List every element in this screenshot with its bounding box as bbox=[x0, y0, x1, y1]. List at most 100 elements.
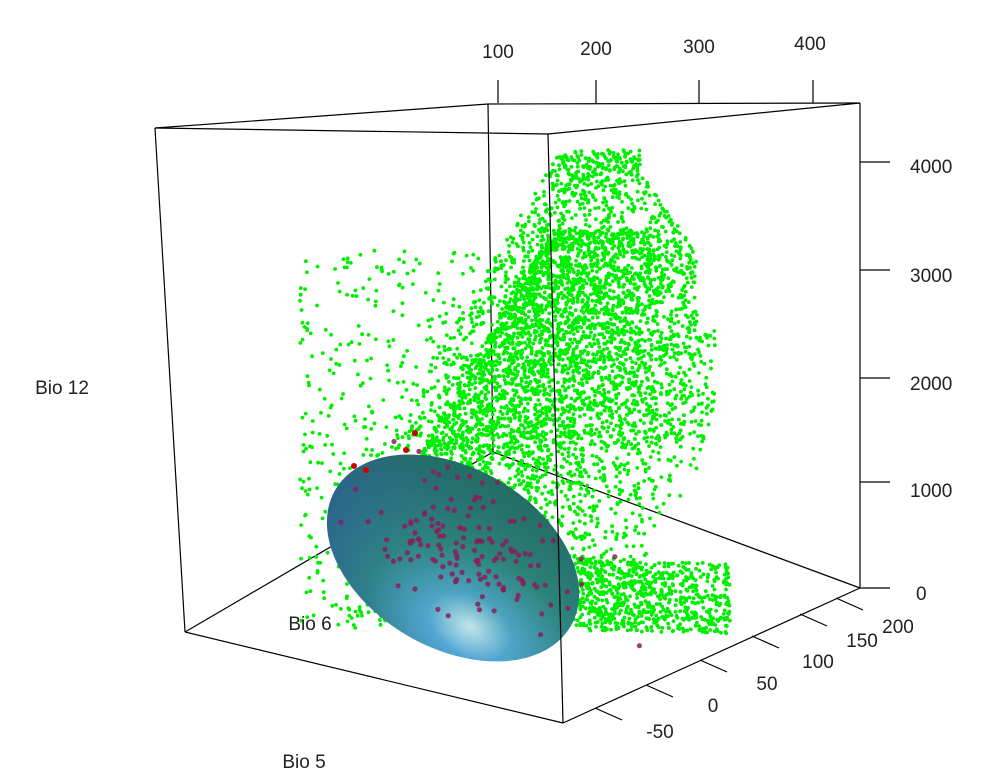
green-point bbox=[307, 487, 312, 492]
green-point bbox=[450, 383, 455, 387]
green-point bbox=[540, 310, 545, 315]
green-point bbox=[329, 332, 333, 337]
green-point bbox=[363, 417, 367, 421]
green-point bbox=[527, 297, 532, 302]
green-point bbox=[648, 516, 652, 521]
green-point bbox=[606, 163, 611, 168]
green-point bbox=[598, 266, 603, 271]
green-point bbox=[339, 607, 343, 611]
green-point bbox=[497, 396, 501, 401]
green-point bbox=[604, 305, 609, 309]
green-point bbox=[556, 449, 561, 454]
green-point bbox=[593, 360, 598, 365]
green-point bbox=[511, 457, 516, 461]
green-point bbox=[701, 391, 705, 396]
green-point bbox=[502, 378, 507, 382]
green-point bbox=[607, 206, 611, 211]
green-point bbox=[587, 341, 592, 346]
green-point bbox=[300, 486, 304, 491]
green-point bbox=[486, 390, 491, 395]
green-point bbox=[484, 340, 488, 345]
green-point bbox=[305, 374, 310, 379]
green-point bbox=[525, 254, 530, 259]
green-point bbox=[479, 360, 484, 365]
green-point bbox=[574, 357, 579, 361]
green-point bbox=[682, 303, 686, 308]
green-point bbox=[618, 576, 623, 581]
green-point bbox=[672, 227, 677, 232]
green-point bbox=[547, 311, 552, 316]
green-point bbox=[383, 442, 387, 446]
green-point bbox=[684, 276, 689, 280]
green-point bbox=[571, 452, 576, 457]
green-point bbox=[587, 505, 592, 510]
green-point bbox=[529, 359, 533, 363]
green-point bbox=[495, 303, 500, 308]
green-point bbox=[508, 419, 513, 424]
green-point bbox=[658, 340, 663, 344]
green-point bbox=[654, 220, 659, 225]
green-point bbox=[592, 508, 597, 513]
green-point bbox=[691, 408, 696, 413]
green-point bbox=[530, 230, 535, 235]
green-point bbox=[473, 380, 478, 385]
green-point bbox=[669, 427, 674, 432]
green-point bbox=[467, 364, 471, 369]
green-point bbox=[492, 408, 497, 413]
green-point bbox=[710, 407, 715, 412]
green-point bbox=[378, 622, 383, 627]
green-point bbox=[577, 492, 582, 497]
green-point bbox=[462, 406, 467, 411]
green-point bbox=[663, 229, 668, 234]
green-point bbox=[473, 305, 478, 310]
green-point bbox=[444, 422, 449, 427]
green-point bbox=[664, 336, 668, 341]
green-point bbox=[431, 339, 436, 344]
green-point bbox=[515, 280, 520, 285]
green-point bbox=[640, 275, 645, 280]
green-point bbox=[534, 353, 539, 358]
green-point bbox=[507, 300, 512, 305]
green-point bbox=[553, 463, 558, 468]
green-point bbox=[555, 178, 560, 183]
green-point bbox=[522, 259, 526, 263]
green-point bbox=[512, 284, 517, 289]
green-point bbox=[637, 363, 642, 368]
green-point bbox=[356, 372, 360, 377]
green-point bbox=[565, 315, 570, 319]
green-point bbox=[668, 479, 673, 483]
green-point bbox=[664, 255, 668, 259]
green-point bbox=[619, 489, 624, 493]
green-point bbox=[361, 453, 366, 457]
green-point bbox=[620, 199, 624, 204]
green-point bbox=[678, 256, 683, 261]
green-point bbox=[570, 242, 575, 247]
green-point bbox=[341, 257, 346, 262]
green-point bbox=[449, 428, 454, 432]
green-point bbox=[629, 326, 633, 331]
green-point bbox=[326, 414, 331, 418]
green-point bbox=[437, 439, 442, 444]
green-point bbox=[640, 360, 644, 365]
green-point bbox=[411, 381, 416, 386]
green-point bbox=[477, 427, 481, 432]
green-point bbox=[615, 159, 619, 164]
green-point bbox=[710, 400, 714, 404]
green-point bbox=[494, 359, 499, 364]
green-point bbox=[602, 254, 607, 259]
green-point bbox=[354, 294, 359, 299]
green-point bbox=[565, 281, 570, 285]
green-point bbox=[544, 242, 549, 246]
green-point bbox=[620, 310, 625, 315]
green-point bbox=[546, 274, 551, 278]
green-point bbox=[578, 325, 582, 329]
green-point bbox=[578, 248, 583, 253]
green-point bbox=[650, 396, 654, 401]
green-point bbox=[474, 410, 479, 415]
green-point bbox=[587, 156, 592, 161]
green-point bbox=[659, 330, 664, 335]
green-point bbox=[604, 200, 609, 204]
green-point bbox=[512, 441, 517, 446]
green-point bbox=[610, 369, 615, 374]
